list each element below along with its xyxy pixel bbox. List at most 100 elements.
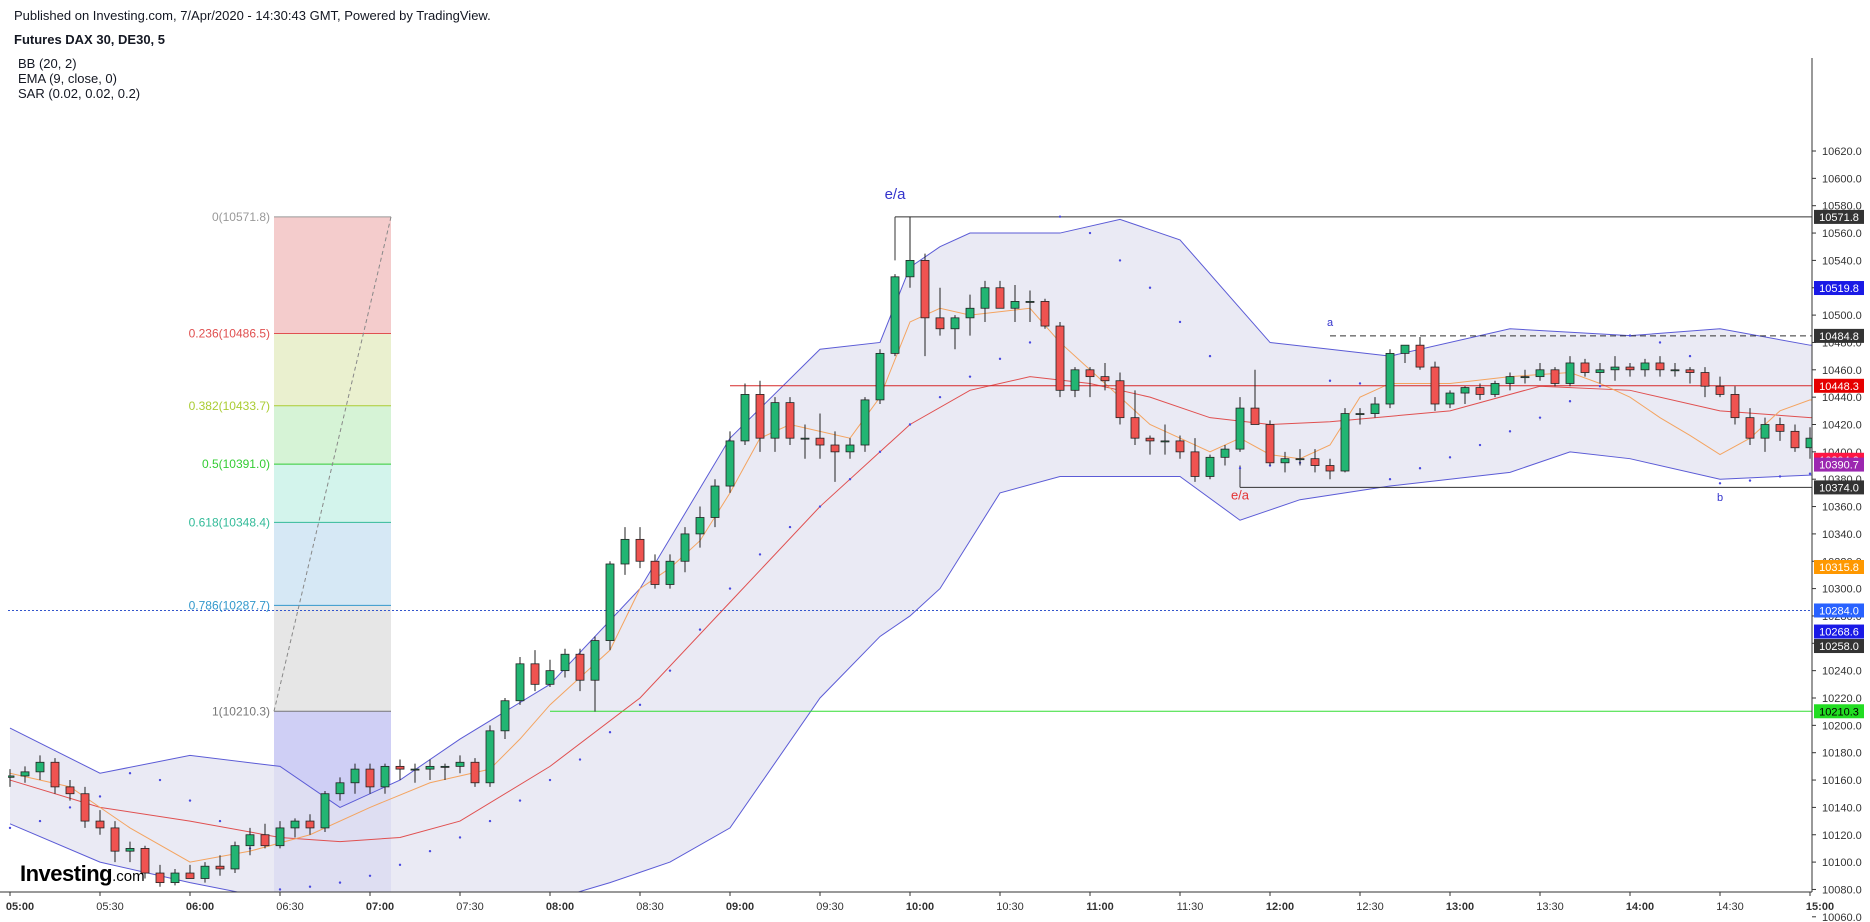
candle-down-body — [815, 437, 825, 446]
time-tick-label: 14:00 — [1626, 901, 1654, 913]
indicator-bb[interactable]: BB (20, 2) — [18, 56, 77, 71]
sar-dot — [1448, 456, 1452, 459]
price-tick-label: 10500.0 — [1822, 310, 1862, 322]
candle-up-body — [590, 640, 600, 681]
bollinger-fill — [10, 219, 1812, 892]
fib-level-label: 0.786(10287.7) — [189, 598, 270, 612]
candle-up-body — [845, 444, 855, 453]
time-tick-label: 08:00 — [546, 901, 574, 913]
price-tick-label: 10100.0 — [1822, 857, 1862, 869]
price-tick-label: 10540.0 — [1822, 255, 1862, 267]
candle-up-body — [8, 775, 15, 778]
candle-down-body — [1250, 407, 1260, 425]
sar-dot — [38, 819, 42, 823]
sar-dot — [1088, 231, 1092, 235]
sar-dot — [1538, 416, 1542, 419]
price-label-box — [1814, 704, 1864, 719]
candle-up-body — [380, 765, 390, 788]
candle-up-body — [1610, 366, 1620, 371]
candle — [1580, 358, 1590, 377]
price-tick-label: 10620.0 — [1822, 146, 1862, 158]
candle-down-body — [1145, 437, 1155, 442]
price-tick-label: 10060.0 — [1822, 912, 1862, 922]
candle — [350, 763, 360, 794]
candle-up-body — [665, 560, 675, 585]
candle — [1685, 367, 1695, 384]
candle-down-body — [1310, 458, 1320, 466]
indicator-sar[interactable]: SAR (0.02, 0.02, 0.2) — [18, 86, 141, 101]
candle-up-body — [455, 761, 465, 767]
candle — [590, 636, 600, 712]
candle — [800, 424, 810, 459]
candle-up-body — [1565, 362, 1575, 384]
price-tick-label: 10300.0 — [1822, 584, 1862, 596]
sar-dot — [848, 478, 852, 481]
sar-dot — [998, 357, 1002, 361]
candle-up-body — [1400, 344, 1410, 354]
candle — [1250, 369, 1260, 425]
sar-dot — [1328, 379, 1332, 382]
candle-down-body — [1790, 430, 1800, 449]
candle-down-body — [155, 872, 165, 884]
fib-zone — [274, 216, 391, 334]
candle-up-body — [245, 834, 255, 847]
candle-up-body — [485, 730, 495, 784]
candle-down-body — [1700, 372, 1710, 387]
candle — [845, 438, 855, 459]
candle-up-body — [620, 538, 630, 565]
price-tick-label: 10420.0 — [1822, 420, 1862, 432]
price-label-text: 10258.0 — [1819, 641, 1859, 653]
candle — [1355, 408, 1365, 425]
candle — [545, 659, 555, 688]
wave-annotation: a — [1327, 317, 1334, 329]
time-tick-label: 13:30 — [1536, 901, 1564, 913]
price-label-text: 10390.7 — [1819, 460, 1859, 472]
candle-up-body — [875, 352, 885, 401]
price-label-box — [1814, 603, 1864, 618]
candle — [530, 650, 540, 692]
candle — [1430, 361, 1440, 411]
candle — [980, 280, 990, 322]
candle-up-body — [860, 399, 870, 446]
price-label-box — [1814, 209, 1864, 224]
price-tick-label: 10340.0 — [1822, 529, 1862, 541]
candle — [1595, 362, 1605, 384]
candle-up-body — [1385, 352, 1395, 405]
candle — [65, 780, 75, 801]
price-tick-label: 10140.0 — [1822, 802, 1862, 814]
candle — [950, 315, 960, 350]
candle-up-body — [1866, 452, 1870, 485]
wave-annotation: b — [1717, 492, 1723, 504]
candle — [905, 216, 915, 288]
candle-up-body — [1205, 456, 1215, 477]
candle — [1160, 424, 1170, 455]
candle — [275, 821, 285, 849]
candle-up-body — [1805, 437, 1812, 449]
candle — [290, 818, 300, 838]
candle — [305, 814, 315, 835]
price-tick-label: 10220.0 — [1822, 693, 1862, 705]
indicator-ema[interactable]: EMA (9, close, 0) — [18, 71, 117, 86]
candle-up-body — [410, 768, 420, 771]
candle-up-body — [1160, 440, 1170, 443]
candle-up-body — [1010, 301, 1020, 309]
time-tick-label: 12:30 — [1356, 901, 1384, 913]
candle-down-body — [1265, 424, 1275, 464]
candle-down-body — [95, 820, 105, 829]
sar-dot — [1058, 215, 1062, 218]
candle — [815, 413, 825, 459]
candle — [1100, 362, 1110, 391]
price-label-text: 10210.3 — [1819, 706, 1859, 718]
sar-dot — [818, 505, 822, 508]
price-label-box — [1814, 378, 1864, 393]
fib-level-label: 0.618(10348.4) — [189, 515, 270, 529]
bollinger-lower-line — [9, 451, 1812, 892]
sar-dot — [1568, 400, 1572, 403]
sar-dot — [518, 799, 522, 802]
candle-down-body — [1100, 376, 1110, 382]
candle-down-body — [530, 663, 540, 685]
candle — [1520, 369, 1530, 384]
candle-down-body — [920, 259, 930, 319]
candle-up-body — [125, 848, 135, 852]
